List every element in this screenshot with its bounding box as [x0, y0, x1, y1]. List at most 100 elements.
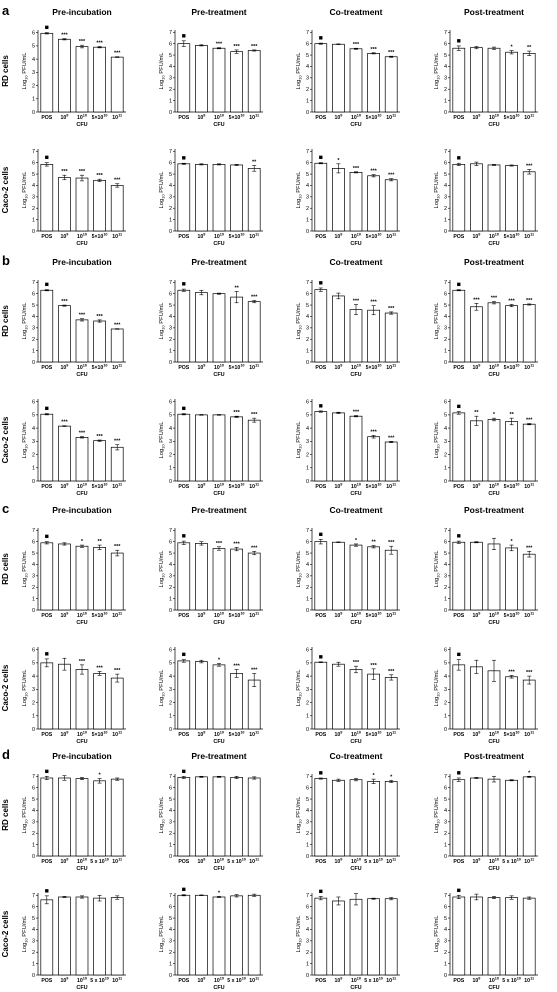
- bar: [212, 293, 226, 363]
- y-tick-label: 1: [306, 842, 309, 848]
- bar: [247, 777, 261, 857]
- bar: [195, 661, 208, 730]
- bar: [75, 545, 89, 611]
- y-tick-label: 2: [169, 337, 172, 343]
- significance-label: *: [99, 773, 102, 779]
- bar: [177, 413, 191, 482]
- bar: [58, 425, 71, 482]
- y-tick-label: 4: [306, 64, 309, 70]
- significance-label: ***: [61, 169, 68, 175]
- x-tick-label: 5×1010: [92, 233, 108, 241]
- x-tick-label: 5×1010: [229, 233, 245, 241]
- y-axis-label: Log10 PFU/mL: [159, 171, 166, 209]
- bar: [110, 185, 124, 232]
- y-tick-label: 1: [32, 97, 35, 103]
- bar: [314, 411, 328, 482]
- x-tick-label: 1010: [351, 364, 361, 372]
- y-tick-label: 1: [169, 596, 172, 602]
- significance-label: *: [355, 538, 358, 544]
- significance-label: ***: [526, 164, 533, 170]
- y-tick-label: 0: [306, 608, 309, 614]
- y-tick-label: 4: [169, 314, 172, 320]
- y-tick-label: 2: [32, 206, 35, 212]
- x-tick-label: 1011: [386, 114, 396, 122]
- significance-label: ***: [233, 410, 240, 416]
- y-tick-label: 7: [169, 774, 172, 780]
- y-axis-label: Log10 PFU/mL: [22, 669, 29, 707]
- bar: [505, 421, 518, 482]
- pos-marker: ■: [45, 768, 49, 775]
- bar: [332, 168, 345, 232]
- bar: [349, 544, 363, 611]
- bar: [332, 900, 345, 976]
- x-axis-label: CFU: [76, 241, 87, 247]
- y-tick-label: 7: [169, 528, 172, 534]
- y-tick-label: 6: [32, 160, 35, 166]
- significance-label: ***: [61, 299, 68, 305]
- significance-label: ***: [491, 296, 498, 302]
- bar: [75, 669, 89, 730]
- y-tick-label: 5: [169, 172, 172, 178]
- y-tick-label: 2: [32, 585, 35, 591]
- column-title: Co-treatment: [330, 505, 383, 515]
- y-tick-label: 0: [169, 727, 172, 733]
- column-title: Co-treatment: [330, 257, 383, 267]
- x-tick-label: POS: [178, 978, 189, 984]
- x-axis-label: CFU: [488, 122, 499, 128]
- bar: [332, 779, 345, 857]
- bar-chart: 0 1 2 3 4 5 6 7 Log10 PFU/mL ■ POS *** 109 *** 1010 ***…: [434, 280, 538, 378]
- y-tick-label: 5: [444, 797, 447, 803]
- bar-chart: 0 1 2 3 4 5 6 7 Log10 PFU/mL ■ POS 109 1010 * 5×1010 **…: [434, 528, 538, 626]
- bar: [367, 309, 380, 363]
- x-tick-label: 5×1010: [504, 483, 520, 491]
- bar: [230, 296, 243, 363]
- x-tick-label: 109: [472, 858, 480, 866]
- bar: [212, 47, 226, 113]
- panel-letter: c: [2, 501, 9, 516]
- bar: [384, 179, 398, 232]
- y-tick-label: 5: [306, 303, 309, 309]
- column-title: Pre-treatment: [191, 505, 246, 515]
- significance-label: ***: [216, 42, 223, 48]
- y-tick-label: 5: [444, 172, 447, 178]
- bar: [452, 541, 466, 611]
- y-tick-label: 0: [444, 229, 447, 235]
- y-tick-label: 4: [444, 562, 447, 568]
- bar: [452, 47, 466, 113]
- x-tick-label: 109: [197, 858, 205, 866]
- x-tick-label: 1010: [214, 364, 224, 372]
- y-tick-label: 5: [169, 551, 172, 557]
- column-title: Pre-incubation: [52, 751, 112, 761]
- y-tick-label: 2: [32, 831, 35, 837]
- x-tick-label: 109: [472, 233, 480, 241]
- significance-label: ***: [388, 50, 395, 56]
- y-tick-label: 1: [32, 217, 35, 223]
- bar: [367, 781, 380, 857]
- y-tick-label: 1: [32, 842, 35, 848]
- bar: [230, 673, 243, 730]
- bar: [93, 179, 106, 232]
- bar: [230, 777, 243, 857]
- y-tick-label: 2: [32, 452, 35, 458]
- bar: [93, 547, 106, 611]
- pos-marker: ■: [457, 887, 461, 894]
- y-axis-label: Log10 PFU/mL: [434, 669, 441, 707]
- bar-chart: 0 1 2 3 4 5 6 7 Log10 PFU/mL ■ POS 109 * 1010 ** 5×1010…: [296, 528, 400, 626]
- y-tick-label: 0: [306, 973, 309, 979]
- significance-label: ***: [79, 39, 86, 45]
- significance-label: ***: [353, 660, 360, 666]
- y-tick-label: 2: [444, 700, 447, 706]
- bar-chart: 0 1 2 3 4 5 6 Log10 PFU/mL ■ POS 109 *** 1010 *** 5×10…: [22, 647, 126, 745]
- bar-chart: 0 1 2 3 4 5 6 7 Log10 PFU/mL ■ POS 109 1010 5×1010 ***…: [434, 149, 538, 247]
- bar-chart: 0 1 2 3 4 5 6 7 Log10 PFU/mL ■ POS 109 1010 * 5 x 1010…: [22, 768, 126, 872]
- y-tick-label: 5: [444, 916, 447, 922]
- significance-label: *: [528, 770, 531, 776]
- y-tick-label: 0: [169, 854, 172, 860]
- y-axis-label: Log10 PFU/mL: [296, 796, 303, 834]
- bar: [93, 780, 106, 857]
- pos-marker: ■: [319, 280, 323, 287]
- bar: [384, 441, 398, 482]
- x-tick-label: 1010: [214, 233, 224, 241]
- pos-marker: ■: [45, 25, 49, 32]
- column-title: Post-treatment: [464, 751, 524, 761]
